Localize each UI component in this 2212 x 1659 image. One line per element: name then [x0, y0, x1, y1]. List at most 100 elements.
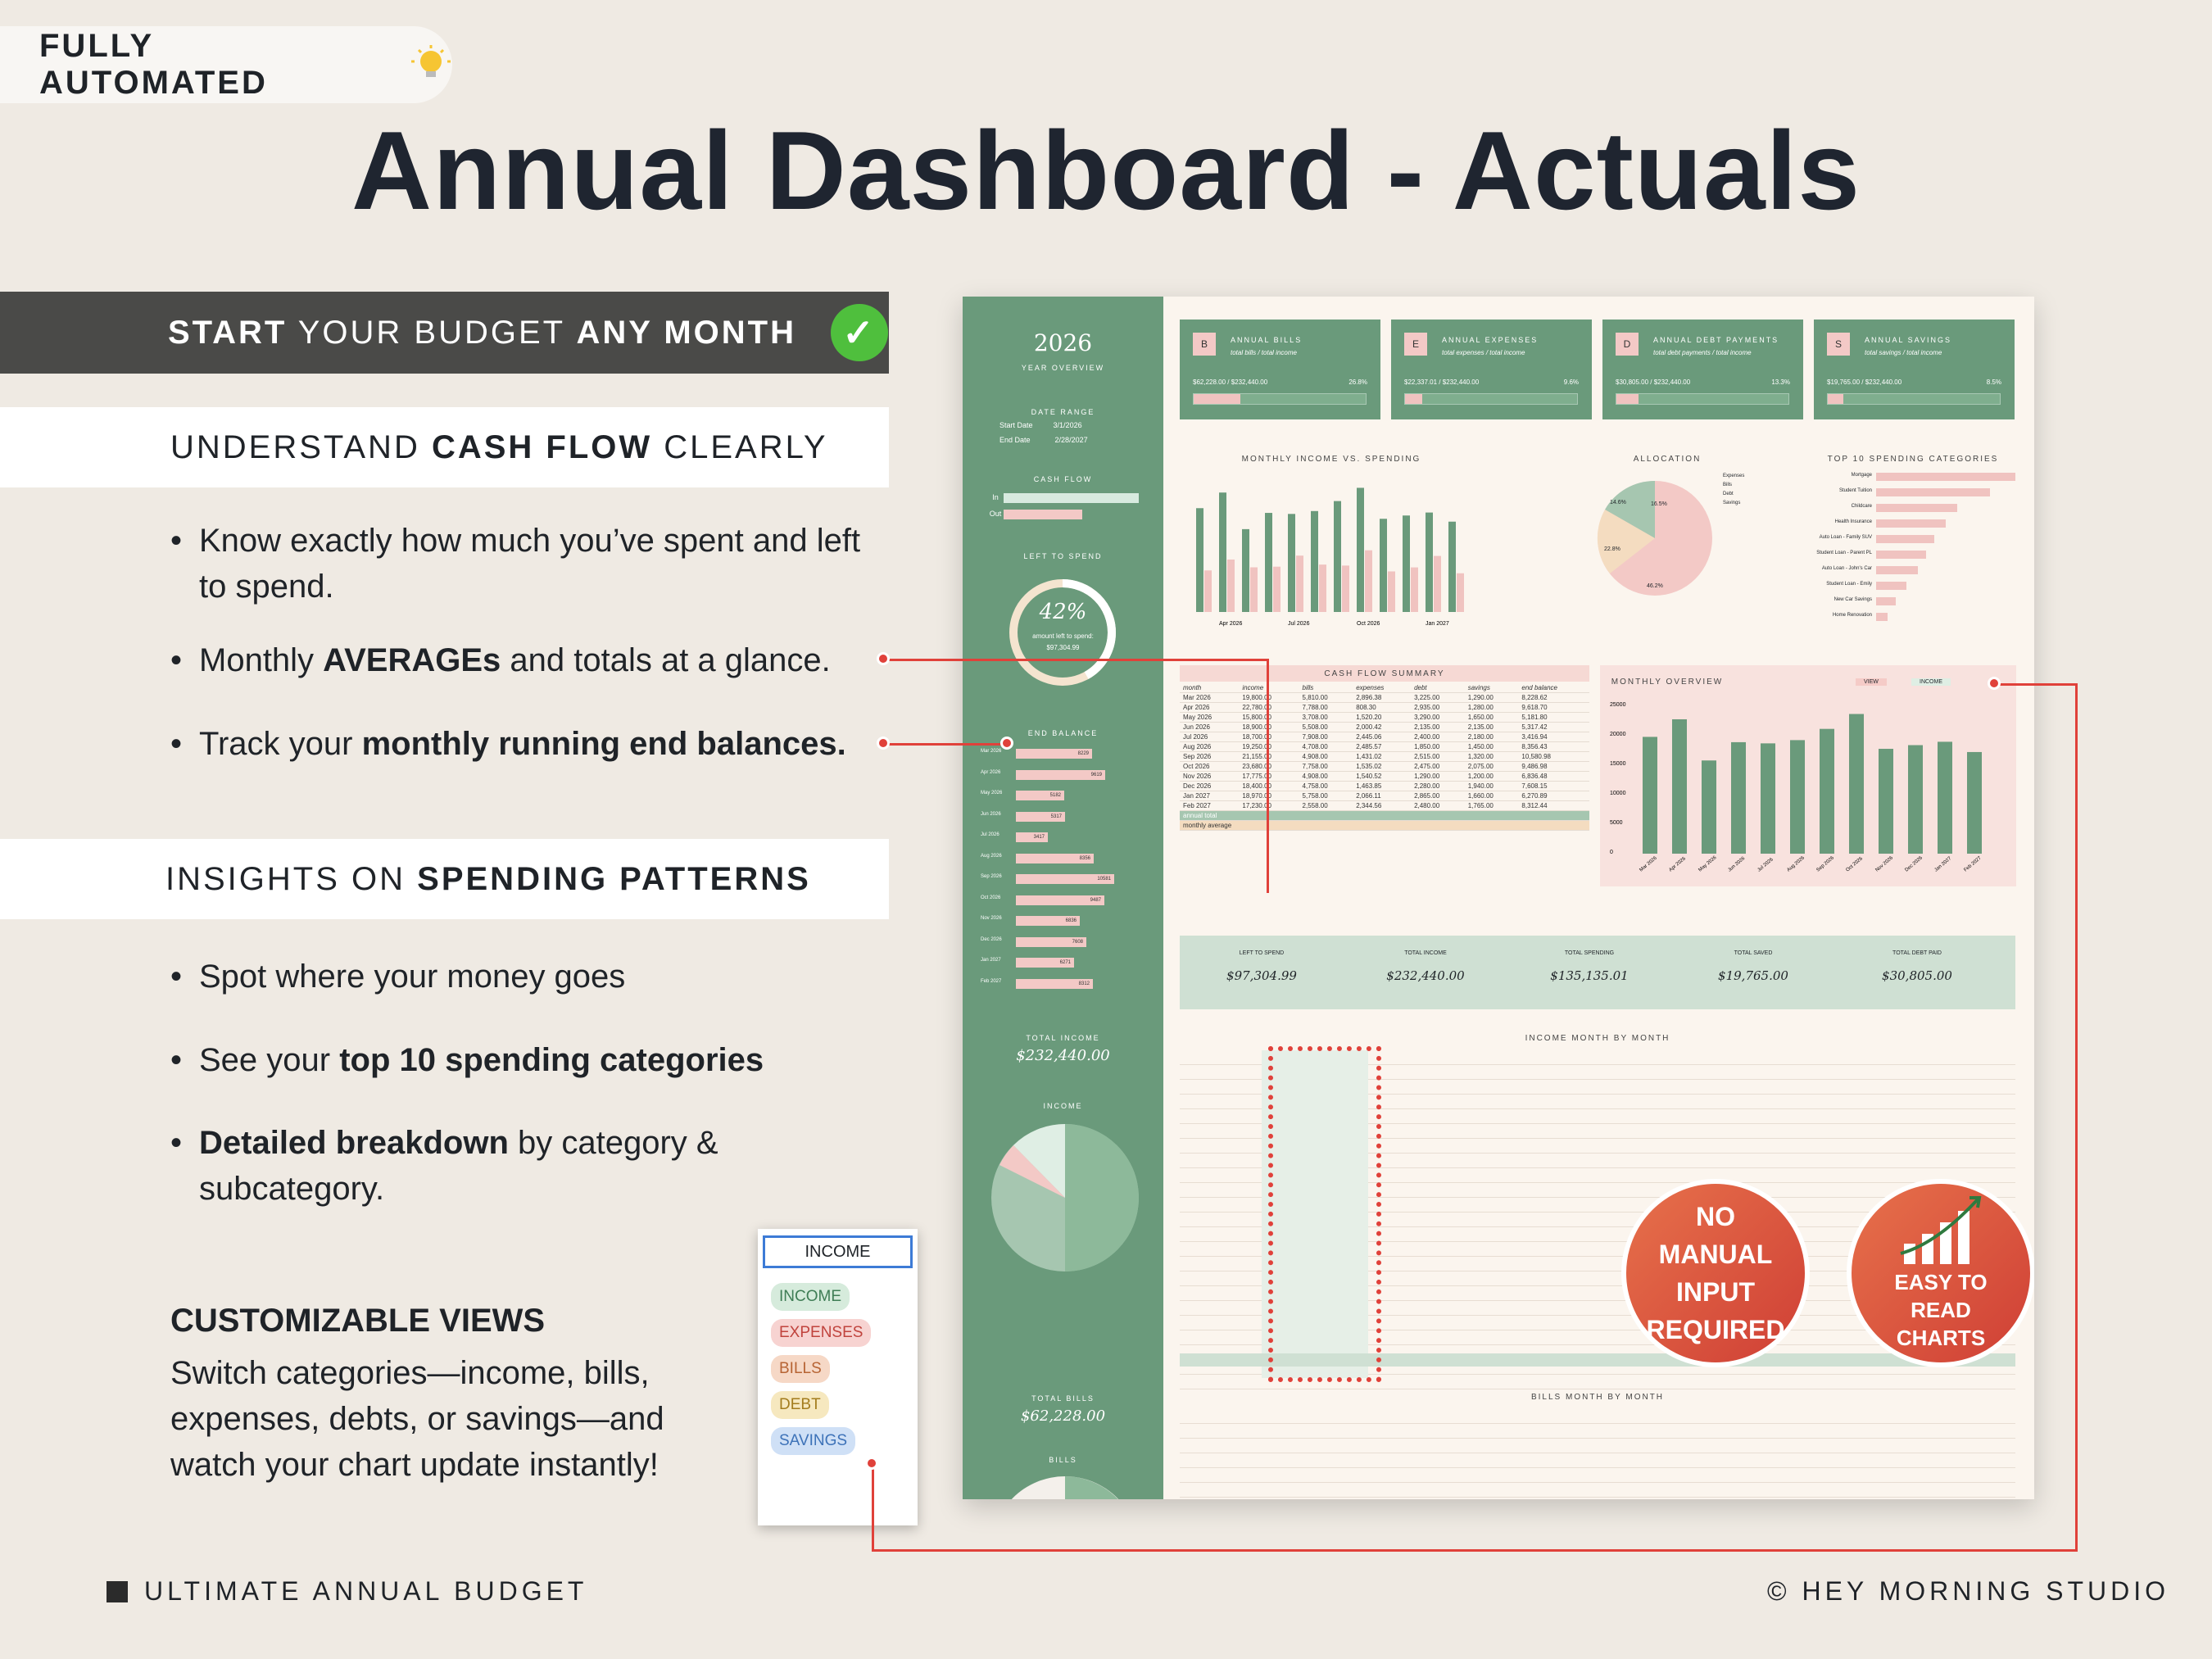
overview-month: Jan 2027 — [1933, 856, 1952, 873]
total-label: TOTAL SPENDING — [1564, 950, 1615, 956]
spending-bar — [1227, 559, 1235, 612]
end-balance-month: Feb 2027 — [981, 978, 1002, 984]
lightbulb-icon — [410, 43, 452, 86]
spending-bar — [1204, 570, 1212, 612]
left-to-spend-label: LEFT TO SPEND — [1023, 552, 1103, 560]
cf-cell: 4,758.00 — [1299, 781, 1353, 791]
end-balance-month: Mar 2026 — [981, 749, 1002, 754]
bullet-money-goes: • Spot where your money goes — [170, 954, 891, 999]
card-values: $62,228.00 / $232,440.00 — [1193, 378, 1268, 386]
total-label: TOTAL SAVED — [1734, 950, 1773, 956]
cf-cell: 1,290.00 — [1411, 771, 1465, 782]
card-values: $30,805.00 / $232,440.00 — [1616, 378, 1691, 386]
total-value: $97,304.99 — [1226, 968, 1297, 983]
cf-cell: Mar 2026 — [1180, 692, 1240, 703]
category-dropdown[interactable]: INCOME INCOME EXPENSES BILLS DEBT SAVING… — [758, 1229, 918, 1525]
table-row: Jun 2026 18,900.00 5,508.00 2,000.42 2,135.0… — [1180, 722, 1589, 732]
cash-flow-band: UNDERSTAND CASH FLOW CLEARLY — [0, 407, 889, 487]
option-debt[interactable]: DEBT — [771, 1391, 829, 1419]
option-expenses[interactable]: EXPENSES — [771, 1319, 872, 1347]
end-balance-month: Aug 2026 — [981, 853, 1002, 859]
cf-cell: 1,320.00 — [1464, 751, 1519, 762]
top10-label: Auto Loan - John's Car — [1821, 566, 1872, 571]
income-bar — [1311, 510, 1318, 612]
cf-cell: 2,066.11 — [1353, 791, 1412, 801]
cf-cell: 2,475.00 — [1411, 761, 1465, 772]
end-balance-value: 9619 — [1090, 772, 1102, 777]
table-row: Apr 2026 22,780.00 7,788.00 808.30 2,935.00 1… — [1180, 702, 1589, 713]
cf-cell: May 2026 — [1180, 712, 1240, 723]
callout-line-averages-v — [1267, 659, 1269, 893]
callout-dot-overview — [1988, 677, 2001, 690]
cf-cell: 1,200.00 — [1464, 771, 1519, 782]
pie-label-1: 14.6% — [1610, 500, 1626, 505]
cf-cell: 2,400.00 — [1411, 732, 1465, 742]
footer-left-text: ULTIMATE ANNUAL BUDGET — [144, 1576, 588, 1606]
monthly-axis-label: Jul 2026 — [1288, 621, 1310, 627]
end-label: End Date — [999, 436, 1031, 444]
band-start-word: START — [168, 314, 288, 351]
callout-dot-balances-end — [1000, 737, 1013, 750]
overview-month: Jun 2026 — [1727, 856, 1746, 873]
end-balance-bar: 6271 — [1016, 958, 1074, 968]
cf-cell: 7,608.15 — [1518, 781, 1589, 791]
view-label: VIEW — [1856, 678, 1887, 686]
bills-pie-label: BILLS — [1049, 1456, 1077, 1464]
cf-cell: 2,344.56 — [1353, 800, 1412, 811]
overview-tick: 0 — [1610, 850, 1613, 855]
card-subtitle: total bills / total income — [1231, 349, 1297, 356]
cf-cell: 9,486.98 — [1518, 761, 1589, 772]
cf-out-bar — [1004, 510, 1082, 519]
overview-bar — [1790, 740, 1805, 854]
callout-line-right — [2075, 683, 2078, 1552]
total-label: TOTAL DEBT PAID — [1892, 950, 1942, 956]
cf-cell: 7,758.00 — [1299, 761, 1353, 772]
legend-expenses: Expenses — [1723, 474, 1745, 478]
left-amount: $97,304.99 — [1046, 644, 1080, 651]
insights-bold: SPENDING PATTERNS — [417, 860, 811, 897]
end-balance-bar: 6836 — [1016, 916, 1080, 926]
spending-bar — [1365, 550, 1372, 612]
spending-bar — [1319, 564, 1326, 612]
end-balance-value: 5317 — [1050, 814, 1062, 819]
cash-flow-table: month income bills expenses debt savings end b… — [1180, 683, 1589, 831]
cf-cell: 2,896.38 — [1353, 692, 1412, 703]
b5-pre: See your — [199, 1042, 340, 1078]
average-highlight — [1268, 1046, 1381, 1382]
cf-cell: 4,908.00 — [1299, 771, 1353, 782]
total-value: $19,765.00 — [1718, 968, 1788, 983]
top10-title: TOP 10 SPENDING CATEGORIES — [1827, 455, 1999, 464]
option-bills[interactable]: BILLS — [771, 1355, 830, 1383]
view-select[interactable]: INCOME — [1911, 678, 1951, 686]
monthly-income-title: MONTHLY INCOME VS. SPENDING — [1241, 455, 1421, 464]
cf-cell: 1,850.00 — [1411, 741, 1465, 752]
cf-cell: Jan 2027 — [1180, 791, 1240, 801]
footer-copyright: © HEY MORNING STUDIO — [1766, 1576, 2169, 1606]
overview-bar — [1908, 745, 1923, 854]
overview-month: Aug 2026 — [1786, 855, 1806, 873]
dropdown-selected[interactable]: INCOME — [763, 1235, 913, 1268]
top10-bar — [1876, 597, 1896, 605]
overview-month: Feb 2027 — [1963, 855, 1983, 873]
spending-bar — [1388, 571, 1395, 612]
option-savings[interactable]: SAVINGS — [771, 1427, 856, 1455]
overview-bar — [1879, 749, 1893, 854]
overview-bar — [1761, 743, 1775, 854]
cf-cell: 3,290.00 — [1411, 712, 1465, 723]
card-progress — [1404, 393, 1578, 405]
cf-cell: 808.30 — [1353, 702, 1412, 713]
cf-cell: Aug 2026 — [1180, 741, 1240, 752]
end-balance-value: 6836 — [1065, 918, 1077, 923]
end-balance-value: 8356 — [1079, 855, 1090, 861]
end-balance-bar: 8356 — [1016, 853, 1094, 863]
option-income[interactable]: INCOME — [771, 1283, 850, 1311]
spending-bar — [1296, 555, 1303, 612]
table-row: Nov 2026 17,775.00 4,908.00 1,540.52 1,290.0… — [1180, 771, 1589, 782]
start-value: 3/1/2026 — [1053, 421, 1082, 429]
summary-card: S ANNUAL SAVINGS total savings / total i… — [1814, 320, 2015, 419]
cf-cell: 5,317.42 — [1518, 722, 1589, 732]
cf-cell: 2,135.00 — [1464, 722, 1519, 732]
top10-label: Student Loan - Emily — [1826, 582, 1872, 587]
left-sub: amount left to spend: — [1032, 632, 1094, 640]
bullet-balances: • Track your monthly running end balances… — [170, 726, 846, 762]
